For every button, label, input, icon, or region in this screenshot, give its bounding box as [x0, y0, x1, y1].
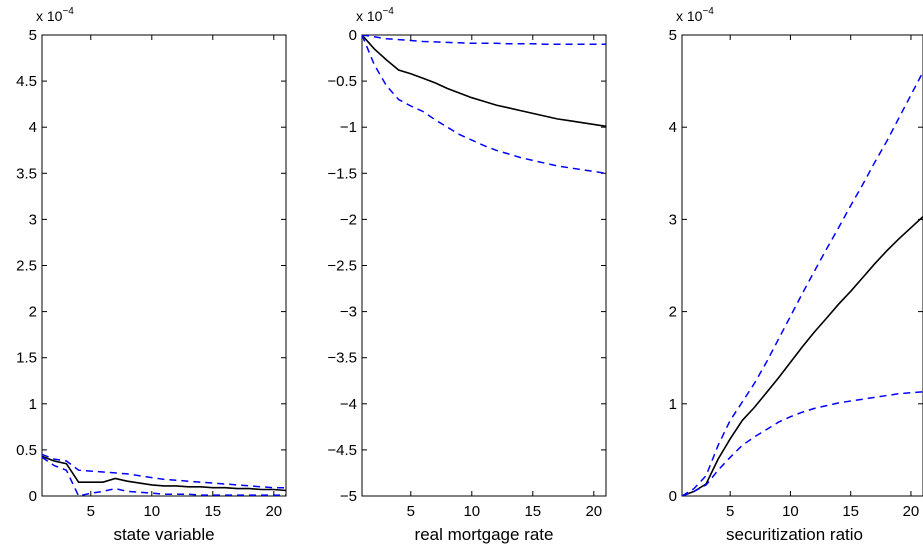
y-tick-label: 2: [669, 304, 677, 321]
median-response-line: [362, 35, 606, 128]
x-tick-label: 5: [726, 503, 734, 520]
x-tick-label: 10: [143, 503, 160, 520]
multiplier-base: x 10: [676, 8, 703, 24]
y-tick-label: 4: [29, 119, 37, 136]
y-tick-label: 2: [29, 304, 37, 321]
y-tick-label: 1.5: [16, 350, 37, 367]
multiplier-exponent: −4: [382, 6, 394, 17]
x-tick-label: 20: [265, 503, 282, 520]
y-tick-label: −5: [340, 488, 357, 505]
x-tick-label: 15: [524, 503, 541, 520]
y-tick-label: 4: [669, 119, 677, 136]
y-tick-label: 1: [669, 396, 677, 413]
y-tick-label: 5: [669, 27, 677, 44]
x-tick-label: 10: [463, 503, 480, 520]
multiplier-base: x 10: [36, 8, 63, 24]
y-tick-label: −1: [340, 119, 357, 136]
y-tick-label: −2.5: [327, 258, 357, 275]
y-tick-label: 3.5: [16, 165, 37, 182]
multiplier-exponent: −4: [702, 6, 714, 17]
axis-multiplier-label: x 10−4: [356, 6, 394, 24]
upper-band-line: [42, 453, 286, 489]
upper-band-line: [682, 71, 923, 496]
y-tick-label: 4.5: [16, 73, 37, 90]
x-tick-label: 5: [87, 503, 95, 520]
plot-frame: [361, 34, 607, 497]
y-tick-label: 2.5: [16, 258, 37, 275]
subplot-2: −5 −4.5 −4 −3.5 −3 −2.5 −2 −1.5 −1 −0.5 0 5 10 15 20 re…: [327, 6, 607, 544]
multiplier-base: x 10: [356, 8, 383, 24]
y-tick-label: 0.5: [16, 442, 37, 459]
median-response-line: [682, 216, 923, 496]
multiplier-exponent: −4: [62, 6, 74, 17]
plot-frame: [41, 34, 287, 497]
x-axis-label: state variable: [113, 525, 214, 544]
x-tick-label: 5: [407, 503, 415, 520]
y-tick-label: −1.5: [327, 165, 357, 182]
y-tick-label: 0: [29, 488, 37, 505]
y-tick-label: 1: [29, 396, 37, 413]
subplot-3: 0 1 2 3 4 5 5 10 15 20 securitization ratio x 10−4: [669, 6, 923, 544]
subplot-1: 0 0.5 1 1.5 2 2.5 3 3.5 4 4.5 5 5 10 15 20 state variab…: [16, 6, 287, 544]
y-tick-label: 0: [669, 488, 677, 505]
y-tick-label: −4.5: [327, 442, 357, 459]
axis-multiplier-label: x 10−4: [36, 6, 74, 24]
lower-band-line: [42, 456, 286, 496]
y-tick-label: 3: [669, 211, 677, 228]
x-tick-label: 15: [842, 503, 859, 520]
y-tick-label: −4: [340, 396, 357, 413]
lower-band-line: [682, 391, 923, 496]
x-tick-label: 20: [903, 503, 920, 520]
x-axis-label: securitization ratio: [726, 525, 863, 544]
x-tick-label: 20: [585, 503, 602, 520]
y-tick-label: −3.5: [327, 350, 357, 367]
y-tick-label: −2: [340, 211, 357, 228]
y-tick-label: −0.5: [327, 73, 357, 90]
x-tick-label: 15: [204, 503, 221, 520]
axis-multiplier-label: x 10−4: [676, 6, 714, 24]
upper-band-line: [362, 35, 606, 45]
x-tick-label: 10: [782, 503, 799, 520]
y-tick-label: 0: [349, 27, 357, 44]
y-tick-label: 5: [29, 27, 37, 44]
lower-band-line: [362, 35, 606, 175]
median-response-line: [42, 455, 286, 492]
x-axis-label: real mortgage rate: [415, 525, 554, 544]
y-tick-label: −3: [340, 304, 357, 321]
plot-frame: [681, 34, 923, 497]
y-tick-label: 3: [29, 211, 37, 228]
